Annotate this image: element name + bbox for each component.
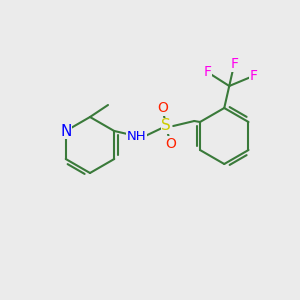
Text: O: O (157, 101, 168, 115)
Text: F: F (249, 69, 257, 83)
Text: S: S (161, 118, 171, 134)
Text: N: N (60, 124, 71, 139)
Text: F: F (230, 57, 238, 71)
Text: F: F (203, 65, 211, 79)
Text: O: O (165, 137, 176, 151)
Text: NH: NH (126, 130, 146, 142)
